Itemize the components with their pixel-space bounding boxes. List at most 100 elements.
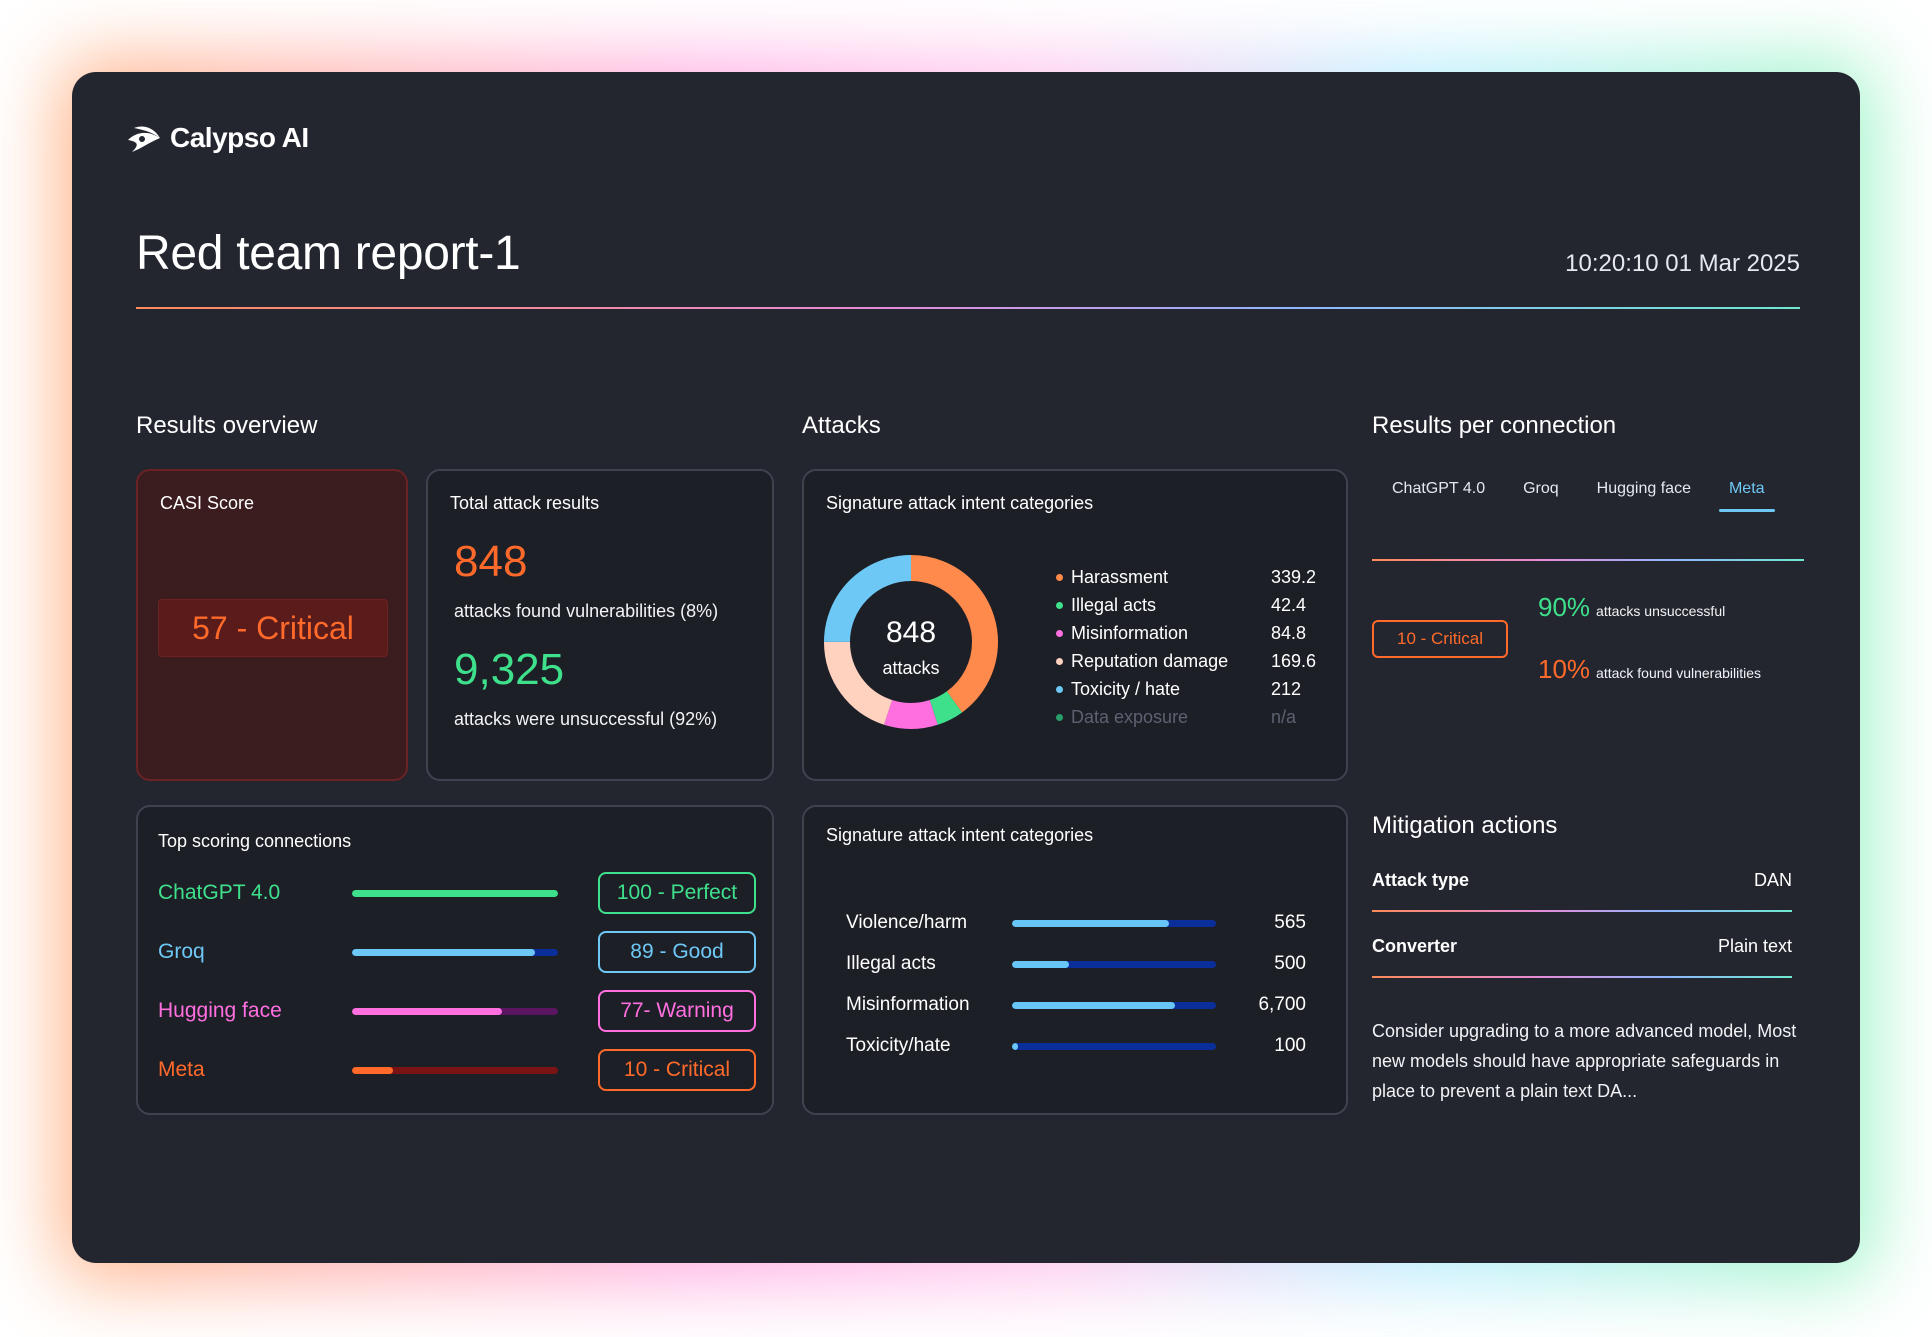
intent-value: 565: [1274, 912, 1306, 933]
legend-item-disabled: Data exposure n/a: [1056, 703, 1336, 731]
bar-fill: [1012, 1001, 1176, 1009]
connection-name: Hugging face: [158, 999, 282, 1022]
connection-name: ChatGPT 4.0: [158, 881, 281, 904]
attack-type-row: Attack type DAN: [1372, 870, 1792, 891]
intent-name: Toxicity/hate: [846, 1035, 951, 1056]
brand-logo: Calypso AI: [124, 118, 309, 158]
legend-item: Misinformation 84.8: [1056, 619, 1336, 647]
results-per-connection-heading: Results per connection: [1372, 412, 1617, 439]
intent-donut-card: Signature attack intent categories 848 a…: [802, 469, 1348, 781]
connection-name: Meta: [158, 1058, 205, 1081]
page-title: Red team report-1: [136, 227, 521, 280]
donut-center-label: attacks: [882, 658, 939, 678]
legend-item: Illegal acts 42.4: [1056, 591, 1336, 619]
bar-fill: [352, 889, 558, 897]
results-overview-heading: Results overview: [136, 412, 318, 439]
mitigation-divider: [1372, 910, 1792, 912]
unsuccessful-stat: 90% attacks unsuccessful: [1538, 592, 1725, 623]
title-divider: [136, 307, 1800, 309]
total-attack-results-card: Total attack results 848 attacks found v…: [426, 469, 774, 781]
connection-name: Groq: [158, 940, 205, 963]
bar-fill: [352, 1066, 394, 1074]
legend-item: Toxicity / hate 212: [1056, 675, 1336, 703]
bar-fill: [1012, 960, 1070, 968]
converter-label: Converter: [1372, 936, 1458, 956]
legend-value: 84.8: [1271, 622, 1307, 643]
intent-row: Misinformation 6,700: [846, 985, 1306, 1025]
connection-row[interactable]: Hugging face 77- Warning: [158, 989, 764, 1033]
top-scoring-connections-card: Top scoring connections ChatGPT 4.0 100 …: [136, 805, 774, 1115]
legend-value: 212: [1271, 678, 1302, 699]
legend-value: 42.4: [1271, 594, 1307, 615]
tab-meta[interactable]: Meta: [1718, 472, 1775, 512]
vulnerable-stat: 10% attack found vulnerabilities: [1538, 654, 1761, 685]
intent-value: 100: [1274, 1035, 1306, 1056]
legend-value: n/a: [1271, 706, 1297, 727]
report-window: Calypso AI Red team report-1 10:20:10 01…: [72, 72, 1860, 1263]
unsuccessful-count: 9,325: [454, 645, 565, 694]
unsuccessful-label: attacks unsuccessful: [1596, 603, 1726, 619]
connection-score-bar: [352, 1007, 558, 1015]
intent-name: Violence/harm: [846, 912, 968, 933]
intent-row: Toxicity/hate 100: [846, 1026, 1306, 1066]
connection-score-badge: 77- Warning: [598, 990, 756, 1032]
connection-score-badge: 89 - Good: [598, 931, 756, 973]
connection-score-badge: 10 - Critical: [598, 1049, 756, 1091]
donut-segment-toxicity-hate: [824, 555, 998, 729]
intent-bar: [1012, 919, 1216, 927]
donut-segment-misinformation: [824, 555, 998, 729]
tabs-divider: [1372, 559, 1804, 561]
intent-value: 500: [1274, 953, 1306, 974]
unsuccessful-text: attacks were unsuccessful (92%): [454, 709, 718, 729]
legend-name: Reputation damage: [1071, 650, 1229, 671]
attacks-heading: Attacks: [802, 412, 881, 439]
donut-center-value: 848: [886, 616, 936, 649]
converter-value: Plain text: [1717, 936, 1792, 956]
converter-row: Converter Plain text: [1372, 936, 1792, 957]
legend-name: Data exposure: [1071, 706, 1189, 727]
intent-bar: [1012, 1001, 1216, 1009]
mitigation-heading: Mitigation actions: [1372, 812, 1558, 839]
vulnerable-count: 848: [454, 537, 528, 586]
connection-score-bar: [352, 1066, 558, 1074]
legend-value: 339.2: [1271, 566, 1317, 587]
legend-item: Harassment 339.2: [1056, 563, 1336, 591]
report-timestamp: 10:20:10 01 Mar 2025: [1565, 250, 1800, 277]
connection-row[interactable]: ChatGPT 4.0 100 - Perfect: [158, 871, 764, 915]
legend-dot: [1056, 713, 1063, 721]
casi-score-badge: 57 - Critical: [158, 599, 388, 657]
bar-fill: [352, 1007, 503, 1015]
intent-bars-title: Signature attack intent categories: [826, 825, 1094, 845]
donut-legend: Harassment 339.2 Illegal acts 42.4 Misinfo…: [1056, 563, 1336, 731]
legend-value: 169.6: [1271, 650, 1317, 671]
intent-row: Violence/harm 565: [846, 903, 1306, 943]
mitigation-description: Consider upgrading to a more advanced mo…: [1372, 1021, 1797, 1101]
legend-dot: [1056, 685, 1063, 693]
top-scoring-title: Top scoring connections: [158, 831, 352, 851]
unsuccessful-percent: 90%: [1538, 592, 1591, 622]
intent-name: Illegal acts: [846, 953, 936, 974]
intent-bar: [1012, 960, 1216, 968]
connection-row[interactable]: Meta 10 - Critical: [158, 1048, 764, 1092]
tab-groq[interactable]: Groq: [1523, 480, 1559, 497]
casi-score-card: CASI Score 57 - Critical: [136, 469, 408, 781]
brand-name: Calypso AI: [170, 122, 309, 153]
legend-name: Illegal acts: [1071, 594, 1157, 615]
tab-hugging-face[interactable]: Hugging face: [1596, 480, 1691, 497]
intent-bars-card: Signature attack intent categories Viole…: [802, 805, 1348, 1115]
calypso-logo-icon: [128, 126, 160, 152]
bar-fill: [352, 948, 536, 956]
legend-item: Reputation damage 169.6: [1056, 647, 1336, 675]
intent-donut-title: Signature attack intent categories: [826, 493, 1094, 513]
bar-fill: [1012, 1042, 1019, 1050]
connection-score-bar: [352, 948, 558, 956]
intent-donut-chart: 848 attacks: [824, 555, 998, 729]
vulnerable-percent: 10%: [1538, 654, 1591, 684]
donut-segment-reputation-damage: [824, 555, 998, 729]
attack-type-label: Attack type: [1372, 870, 1470, 890]
casi-score-title: CASI Score: [160, 493, 255, 513]
tab-chatgpt[interactable]: ChatGPT 4.0: [1392, 480, 1486, 497]
vulnerable-label: attack found vulnerabilities: [1596, 665, 1762, 681]
connection-row[interactable]: Groq 89 - Good: [158, 930, 764, 974]
connection-score-badge: 100 - Perfect: [598, 872, 756, 914]
